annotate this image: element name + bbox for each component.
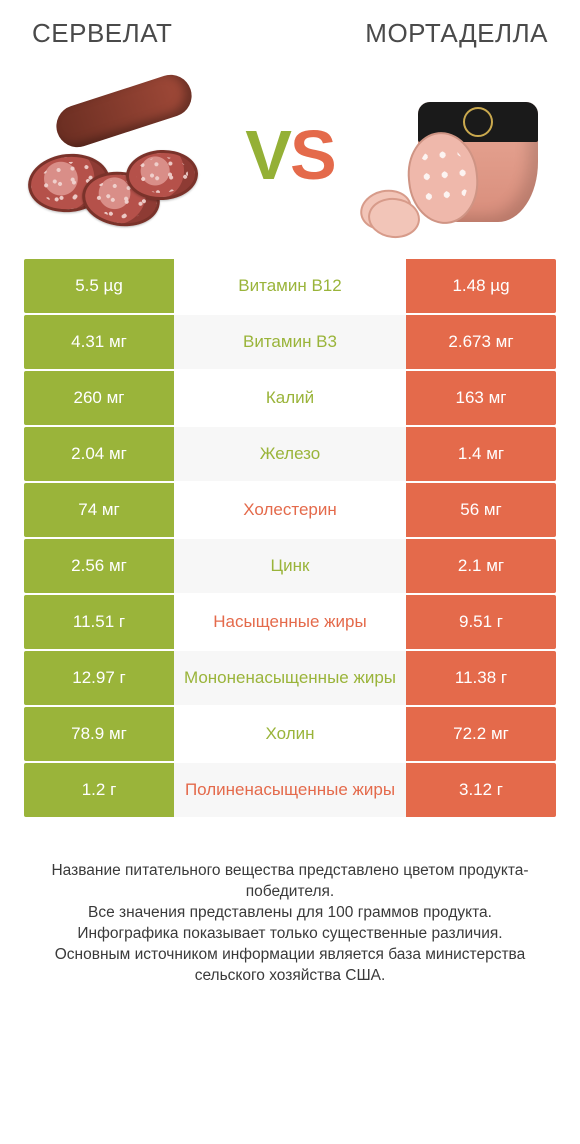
nutrient-label: Холестерин <box>174 483 406 537</box>
title-left: СЕРВЕЛАТ <box>32 18 172 49</box>
table-row: 74 мгХолестерин56 мг <box>24 483 556 539</box>
value-right: 2.673 мг <box>406 315 556 369</box>
table-row: 2.04 мгЖелезо1.4 мг <box>24 427 556 483</box>
value-left: 11.51 г <box>24 595 174 649</box>
footer-note: Название питательного вещества представл… <box>24 861 556 987</box>
nutrient-label: Железо <box>174 427 406 481</box>
table-row: 78.9 мгХолин72.2 мг <box>24 707 556 763</box>
nutrient-label: Мононенасыщенные жиры <box>174 651 406 705</box>
value-right: 3.12 г <box>406 763 556 817</box>
value-left: 1.2 г <box>24 763 174 817</box>
nutrient-label: Холин <box>174 707 406 761</box>
value-right: 56 мг <box>406 483 556 537</box>
nutrient-label: Цинк <box>174 539 406 593</box>
vs-s: S <box>290 116 335 194</box>
value-right: 11.38 г <box>406 651 556 705</box>
value-left: 2.04 мг <box>24 427 174 481</box>
value-right: 9.51 г <box>406 595 556 649</box>
nutrient-label: Витамин B3 <box>174 315 406 369</box>
table-row: 260 мгКалий163 мг <box>24 371 556 427</box>
title-bar: СЕРВЕЛАТ МОРТАДЕЛЛА <box>24 18 556 55</box>
value-right: 1.48 µg <box>406 259 556 313</box>
value-left: 78.9 мг <box>24 707 174 761</box>
hero: VS <box>24 65 556 245</box>
table-row: 2.56 мгЦинк2.1 мг <box>24 539 556 595</box>
value-left: 74 мг <box>24 483 174 537</box>
value-right: 163 мг <box>406 371 556 425</box>
value-left: 4.31 мг <box>24 315 174 369</box>
value-left: 260 мг <box>24 371 174 425</box>
table-row: 4.31 мгВитамин B32.673 мг <box>24 315 556 371</box>
nutrient-label: Витамин B12 <box>174 259 406 313</box>
table-row: 11.51 гНасыщенные жиры9.51 г <box>24 595 556 651</box>
comparison-table: 5.5 µgВитамин B121.48 µg4.31 мгВитамин B… <box>24 259 556 819</box>
title-right: МОРТАДЕЛЛА <box>365 18 548 49</box>
value-right: 1.4 мг <box>406 427 556 481</box>
table-row: 5.5 µgВитамин B121.48 µg <box>24 259 556 315</box>
image-cervelat <box>24 80 194 230</box>
value-left: 12.97 г <box>24 651 174 705</box>
image-mortadella <box>386 80 556 230</box>
nutrient-label: Насыщенные жиры <box>174 595 406 649</box>
vs-v: V <box>245 116 290 194</box>
nutrient-label: Полиненасыщенные жиры <box>174 763 406 817</box>
vs-label: VS <box>245 115 334 195</box>
nutrient-label: Калий <box>174 371 406 425</box>
table-row: 1.2 гПолиненасыщенные жиры3.12 г <box>24 763 556 819</box>
table-row: 12.97 гМононенасыщенные жиры11.38 г <box>24 651 556 707</box>
value-right: 2.1 мг <box>406 539 556 593</box>
value-left: 5.5 µg <box>24 259 174 313</box>
value-right: 72.2 мг <box>406 707 556 761</box>
value-left: 2.56 мг <box>24 539 174 593</box>
